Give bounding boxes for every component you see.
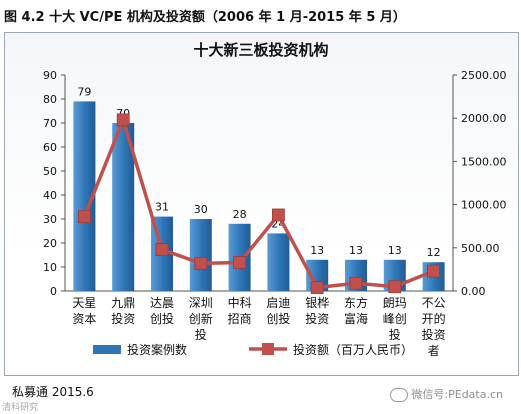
category-label: 创新 [189,311,213,326]
category-label: 达晨 [150,296,174,310]
corner-watermark: 清科研究 [2,403,39,413]
category-label: 九鼎 [111,296,135,310]
category-label: 富海 [344,311,368,326]
line-path [82,118,435,290]
legend-bar-swatch [93,345,121,354]
left-axis-tick-label: 70 [43,117,57,130]
left-axis-tick-label: 0 [50,285,57,298]
bar-data-label: 13 [310,244,324,257]
chart-axes: 0 10 20 30 40 50 60 70 80 90 0.00 500.00 1000.00 1500… [43,69,507,298]
right-axis-tick-label: 0.00 [461,285,486,298]
line-point [194,256,208,270]
right-axis-tick-label: 2500.00 [461,69,507,82]
figure-caption: 图 4.2 十大 VC/PE 机构及投资额（2006 年 1 月-2015 年 … [4,10,406,25]
category-label: 启迪 [266,296,290,310]
category-label: 资本 [72,312,96,326]
right-axis-tick-label: 500.00 [461,242,500,255]
right-axis-tick-label: 1000.00 [461,199,507,212]
wechat-watermark: 微信号:PEdata.cn [390,386,503,402]
line-point [349,276,363,290]
bar-data-label: 30 [194,203,208,216]
source-note: 私募通 2015.6 [12,385,94,399]
bar [189,219,212,291]
bar-series [73,101,445,292]
bar [267,233,290,291]
line-point [388,280,402,294]
combo-chart: 十大新三板投资机构 0 10 20 30 40 50 60 70 80 90 0.00 500.00 1… [43,41,507,358]
line-series [78,113,441,294]
bar [112,123,135,291]
category-label: 创投 [266,311,290,326]
legend-bar-label: 投资案例数 [127,342,187,357]
category-label: 开的 [422,311,446,326]
bar-data-label: 31 [155,201,169,214]
left-axis-tick-label: 30 [43,213,57,226]
legend-line-marker [262,343,274,355]
category-label: 不公 [422,296,446,310]
category-label: 中科 [228,295,252,310]
category-label: 峰创 [383,312,407,326]
chart-frame: 十大新三板投资机构 0 10 20 30 40 50 60 70 80 90 0.00 500.00 1… [4,32,519,376]
bar-data-label: 28 [233,208,247,221]
category-label: 东方 [344,295,368,310]
watermark-text: 微信号:PEdata.cn [411,388,503,401]
category-label: 深圳 [189,296,213,310]
left-axis-tick-label: 10 [43,261,57,274]
line-point [155,243,169,256]
right-axis-tick-label: 1500.00 [461,155,507,168]
line-point [427,264,441,278]
category-label: 投资 [305,311,329,326]
line-point [78,210,91,224]
bar-data-label: 13 [388,244,402,257]
category-label: 招商 [228,311,252,326]
category-label: 投 [389,327,401,342]
chart-title: 十大新三板投资机构 [193,41,328,59]
line-point [233,256,247,269]
category-label: 朗玛 [383,296,407,310]
bar-data-label: 79 [77,85,91,98]
left-axis-tick-label: 50 [43,165,57,178]
category-label: 者 [428,344,440,358]
wechat-icon [390,388,409,402]
category-label: 创投 [150,311,174,326]
line-point [310,281,324,294]
legend-line-label: 投资额（百万人民币） [293,342,413,357]
category-label: 银桦 [305,295,329,310]
chart-legend: 投资案例数 投资额（百万人民币） [93,342,413,357]
left-axis-tick-label: 90 [43,69,57,82]
category-label: 天星 [72,296,96,310]
bar [73,101,96,292]
left-axis-tick-label: 20 [43,237,57,250]
bar-data-label: 12 [427,246,441,259]
right-axis-tick-label: 2000.00 [461,112,507,125]
line-point [271,208,285,222]
left-axis-tick-label: 40 [43,189,57,202]
category-labels: 天星资本九鼎投资达晨创投深圳创新投中科招商启迪创投银桦投资东方富海朗玛峰创投不公… [72,295,445,358]
bar-data-label: 13 [349,244,363,257]
category-label: 投 [195,327,207,342]
left-axis-tick-label: 80 [43,93,57,106]
category-label: 投资 [111,311,135,326]
line-point [116,113,130,127]
category-label: 投资 [422,327,446,342]
left-axis-tick-label: 60 [43,141,57,154]
